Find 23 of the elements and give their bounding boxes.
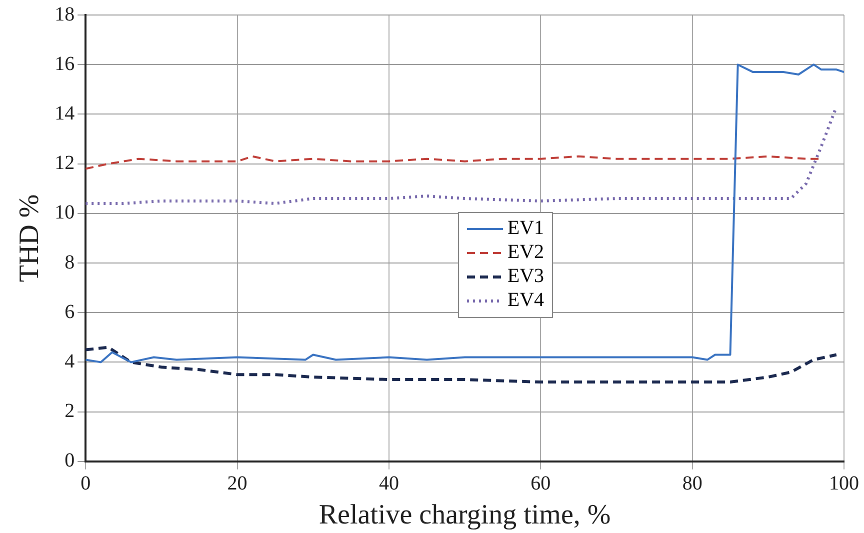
y-tick-label: 16 <box>54 52 75 75</box>
line-series <box>86 346 838 384</box>
y-tick-label: 0 <box>64 450 75 472</box>
x-tick-label: 0 <box>80 472 91 495</box>
x-tick-label: 60 <box>530 472 551 495</box>
y-tick-label: 8 <box>64 251 75 274</box>
legend-label: EV3 <box>507 265 544 288</box>
y-axis-title: THD % <box>14 194 46 282</box>
y-tick-label: 12 <box>54 152 75 174</box>
y-tick-label: 14 <box>54 102 75 124</box>
x-tick-label: 20 <box>227 472 248 495</box>
y-tick-label: 18 <box>54 3 75 26</box>
legend-label: EV2 <box>507 241 544 264</box>
y-tick-label: 4 <box>64 350 75 372</box>
x-tick-label: 40 <box>378 472 399 495</box>
y-tick-label: 10 <box>54 202 75 224</box>
x-axis-title: Relative charging time, % <box>318 500 611 531</box>
legend-label: EV4 <box>507 289 544 312</box>
y-tick-label: 6 <box>64 300 75 323</box>
x-tick-label: 80 <box>682 472 702 495</box>
x-tick-label: 100 <box>829 472 859 495</box>
legend-label: EV1 <box>507 217 544 240</box>
y-tick-label: 2 <box>64 400 75 422</box>
